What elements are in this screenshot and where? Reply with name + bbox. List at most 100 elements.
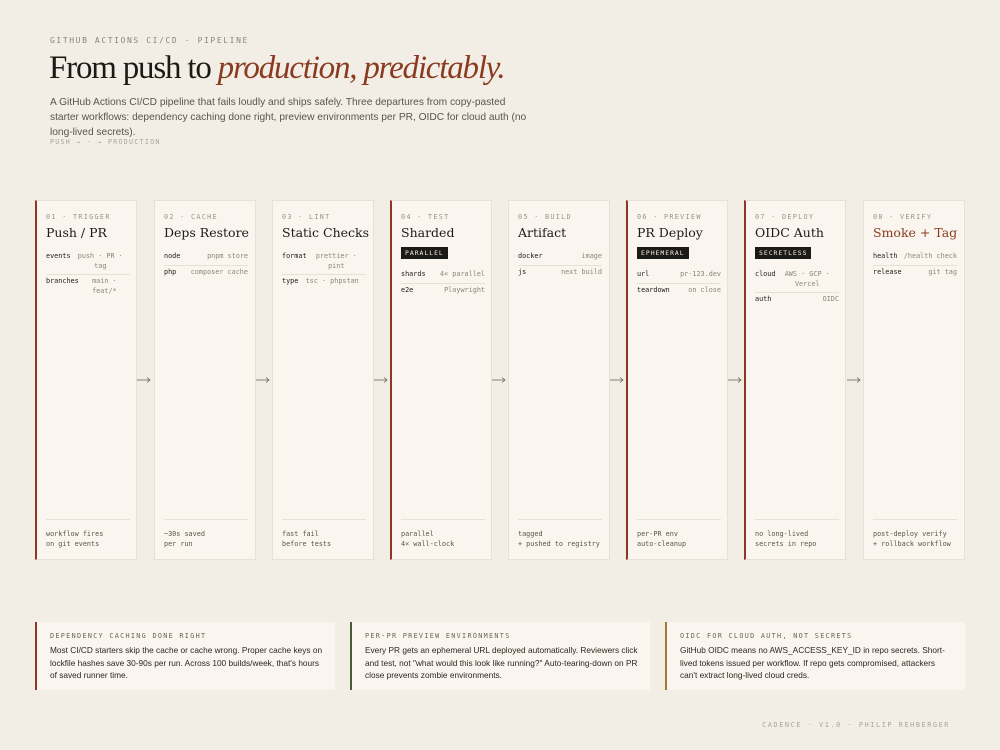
page-title: From push to production, predictably. bbox=[49, 50, 506, 87]
footnote-line: tagged bbox=[518, 530, 543, 538]
property-row: docker image bbox=[518, 250, 602, 266]
property-row: url pr-123.dev bbox=[637, 268, 721, 284]
property-key: format bbox=[282, 252, 307, 260]
card-title: PER-PR PREVIEW ENVIRONMENTS bbox=[365, 632, 511, 640]
stage-preview: 06 · PREVIEW PR Deploy EPHEMERAL url pr-1… bbox=[626, 200, 728, 560]
footnote-line: post-deploy verify bbox=[873, 530, 947, 538]
stage-name: Sharded bbox=[401, 225, 455, 240]
property-value: OIDC bbox=[822, 295, 839, 303]
property-value: pr-123.dev bbox=[680, 270, 721, 278]
footnote-line: + pushed to registry bbox=[518, 539, 600, 548]
stage-properties: cloud AWS · GCP · Vercel auth OIDC bbox=[755, 268, 839, 308]
property-value: pnpm store bbox=[207, 252, 248, 260]
property-row: format prettier · pint bbox=[282, 250, 366, 275]
property-value: composer cache bbox=[190, 267, 248, 276]
footnote-line: 4× wall-clock bbox=[401, 539, 455, 548]
property-key: js bbox=[518, 267, 527, 276]
title-plain: From push to bbox=[49, 50, 218, 86]
property-value: git tag bbox=[928, 267, 957, 276]
stage-number: 05 · BUILD bbox=[518, 213, 572, 221]
footnote-line: per-PR env bbox=[637, 530, 678, 538]
property-value: next build bbox=[561, 267, 602, 276]
footnote-line: workflow fires bbox=[46, 530, 104, 538]
stage-number: 04 · TEST bbox=[401, 213, 450, 221]
stage-badge: EPHEMERAL bbox=[637, 247, 689, 259]
card-body: Every PR gets an ephemeral URL deployed … bbox=[365, 645, 638, 680]
subtitle: A GitHub Actions CI/CD pipeline that fai… bbox=[50, 97, 527, 138]
property-row: type tsc · phpstan bbox=[282, 275, 366, 290]
property-value: prettier · pint bbox=[315, 252, 357, 270]
card-preview-environments: PER-PR PREVIEW ENVIRONMENTS Every PR get… bbox=[350, 622, 650, 690]
stage-properties: docker image js next build bbox=[518, 250, 602, 280]
property-value: Playwright bbox=[444, 285, 485, 294]
property-key: php bbox=[164, 267, 177, 276]
footnote-line: ~30s saved bbox=[164, 530, 205, 538]
stage-footnote: post-deploy verify + rollback workflow bbox=[873, 519, 957, 549]
footnote-line: secrets in repo bbox=[755, 539, 817, 548]
property-key: shards bbox=[401, 270, 426, 278]
property-row: auth OIDC bbox=[755, 293, 839, 308]
property-value: tsc · phpstan bbox=[305, 277, 359, 285]
stage-properties: shards 4× parallel e2e Playwright bbox=[401, 268, 485, 298]
footnote-line: per run bbox=[164, 539, 193, 548]
stage-name: OIDC Auth bbox=[755, 225, 824, 240]
stage-number: 02 · CACHE bbox=[164, 213, 218, 221]
stage-footnote: workflow fires on git events bbox=[46, 519, 130, 549]
stage-lint: 03 · LINT Static Checks format prettier ·… bbox=[272, 200, 374, 560]
card-body: GitHub OIDC means no AWS_ACCESS_KEY_ID i… bbox=[680, 645, 945, 680]
property-value: 4× parallel bbox=[439, 270, 485, 278]
property-key: release bbox=[873, 267, 902, 276]
property-key: events bbox=[46, 252, 71, 260]
footnote-line: + rollback workflow bbox=[873, 539, 951, 548]
stage-name: Smoke + Tag bbox=[873, 225, 958, 240]
stage-deploy: 07 · DEPLOY OIDC Auth SECRETLESS cloud AW… bbox=[744, 200, 846, 560]
arrow-right-icon bbox=[374, 377, 388, 383]
property-key: node bbox=[164, 252, 181, 260]
stage-properties: url pr-123.dev teardown on close bbox=[637, 268, 721, 298]
property-row: node pnpm store bbox=[164, 250, 248, 266]
stage-number: 08 · VERIFY bbox=[873, 213, 933, 221]
property-row: shards 4× parallel bbox=[401, 268, 485, 284]
property-key: docker bbox=[518, 252, 543, 260]
footnote-line: before tests bbox=[282, 539, 332, 548]
card-oidc-auth: OIDC FOR CLOUD AUTH, NOT SECRETS GitHub … bbox=[665, 622, 965, 690]
property-key: health bbox=[873, 252, 898, 260]
property-row: events push · PR · tag bbox=[46, 250, 130, 275]
card-title: OIDC FOR CLOUD AUTH, NOT SECRETS bbox=[680, 632, 853, 640]
footnote-line: parallel bbox=[401, 530, 434, 538]
property-key: url bbox=[637, 270, 650, 278]
property-row: teardown on close bbox=[637, 284, 721, 299]
stage-properties: health/health check release git tag bbox=[873, 250, 957, 280]
property-value: /health check bbox=[903, 252, 957, 260]
stage-footnote: fast fail before tests bbox=[282, 519, 366, 549]
stage-verify: 08 · VERIFY Smoke + Tag health/health ch… bbox=[863, 200, 965, 560]
stage-name: Artifact bbox=[518, 225, 567, 240]
footnote-line: on git events bbox=[46, 539, 100, 548]
arrow-right-icon bbox=[847, 377, 861, 383]
footnote-line: auto-cleanup bbox=[637, 539, 687, 548]
title-emphasis: production, predictably. bbox=[217, 50, 506, 86]
property-row: branches main · feat/* bbox=[46, 275, 130, 299]
property-row: js next build bbox=[518, 266, 602, 281]
footnote-line: no long-lived bbox=[755, 530, 809, 538]
stage-name: Push / PR bbox=[46, 225, 107, 240]
property-value: image bbox=[581, 252, 602, 260]
property-value: main · feat/* bbox=[92, 277, 117, 295]
stage-badge: PARALLEL bbox=[401, 247, 448, 259]
stage-footnote: ~30s saved per run bbox=[164, 519, 248, 549]
property-key: branches bbox=[46, 277, 79, 285]
arrow-right-icon bbox=[492, 377, 506, 383]
stage-build: 05 · BUILD Artifact docker image js next b… bbox=[508, 200, 610, 560]
property-key: e2e bbox=[401, 285, 414, 294]
stage-badge: SECRETLESS bbox=[755, 247, 812, 259]
stage-footnote: per-PR env auto-cleanup bbox=[637, 519, 721, 549]
stage-trigger: 01 · TRIGGER Push / PR events push · PR ·… bbox=[35, 200, 137, 560]
arrow-right-icon bbox=[137, 377, 151, 383]
card-body: Most CI/CD starters skip the cache or ca… bbox=[50, 645, 323, 680]
property-value: on close bbox=[688, 285, 721, 294]
stage-number: 07 · DEPLOY bbox=[755, 213, 815, 221]
eyebrow: GITHUB ACTIONS CI/CD · PIPELINE bbox=[50, 36, 249, 45]
property-row: health/health check bbox=[873, 250, 957, 266]
property-row: cloud AWS · GCP · Vercel bbox=[755, 268, 839, 293]
arrow-right-icon bbox=[610, 377, 624, 383]
